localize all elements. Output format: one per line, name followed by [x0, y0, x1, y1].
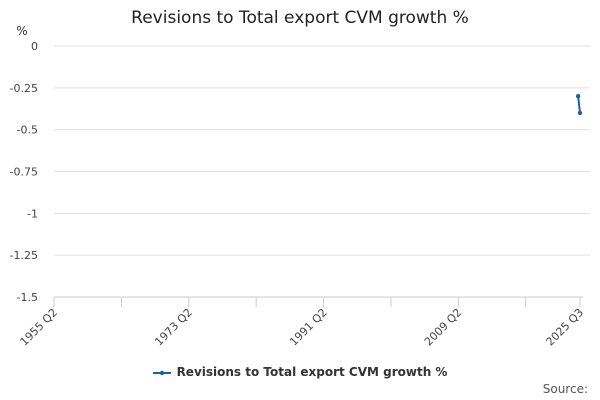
y-tick-label: 0	[31, 40, 38, 53]
data-point	[577, 110, 583, 116]
data-point	[575, 94, 581, 99]
x-tick-label: 1973 Q2	[152, 306, 195, 349]
y-tick-label: -1.25	[10, 249, 38, 262]
y-axis-label: %	[16, 24, 27, 38]
x-tick-label: 1955 Q2	[18, 306, 61, 349]
x-tick-label: 2025 Q3	[544, 306, 587, 349]
x-tick-label: 1991 Q2	[287, 306, 330, 349]
y-tick-label: -0.25	[10, 82, 38, 95]
legend-swatch	[152, 370, 171, 375]
source-label: Source:	[542, 382, 588, 396]
y-tick-label: -0.75	[10, 166, 38, 179]
legend-label: Revisions to Total export CVM growth %	[176, 365, 448, 379]
series-line	[577, 96, 581, 114]
legend: Revisions to Total export CVM growth %	[0, 365, 600, 379]
chart-title: Revisions to Total export CVM growth %	[131, 8, 469, 28]
y-tick-label: -1	[27, 207, 38, 220]
y-tick-label: -0.5	[17, 124, 38, 137]
x-tick-label: 2009 Q2	[422, 306, 465, 349]
y-tick-label: -1.5	[17, 291, 38, 304]
